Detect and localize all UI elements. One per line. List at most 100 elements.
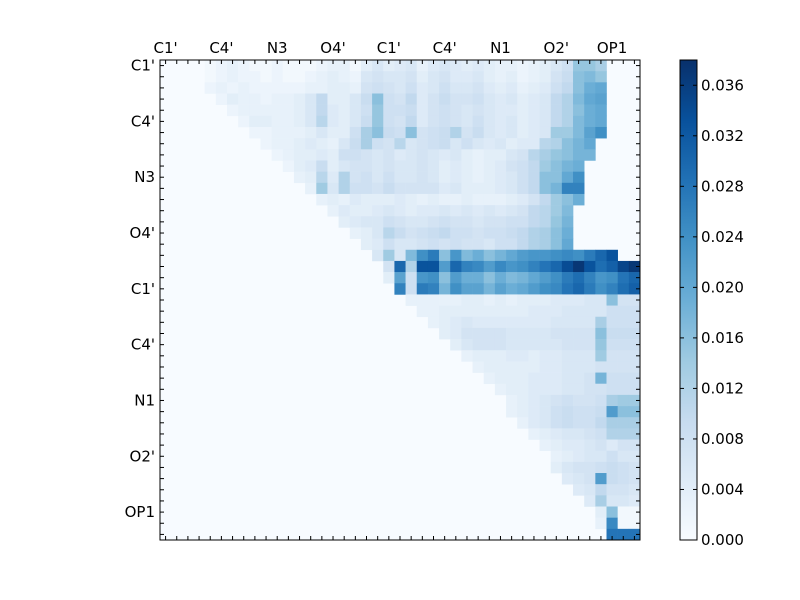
heatmap-cell — [539, 227, 551, 239]
heatmap-cell — [539, 383, 551, 396]
heatmap-cell — [338, 171, 351, 184]
heatmap-cell — [517, 305, 529, 318]
heatmap-cell — [439, 149, 451, 161]
heatmap-cell — [606, 249, 618, 262]
heatmap-cell — [383, 93, 395, 105]
heatmap-cell — [528, 182, 540, 195]
heatmap-cell — [561, 205, 574, 217]
heatmap-cell — [360, 149, 373, 161]
heatmap-cell — [439, 283, 451, 295]
heatmap-cell — [383, 193, 395, 206]
heatmap-cell — [405, 93, 418, 105]
heatmap-cell — [483, 339, 496, 351]
heatmap-cell — [550, 350, 563, 362]
heatmap-cell — [617, 383, 630, 396]
heatmap-cell — [506, 361, 518, 373]
heatmap-cell — [550, 361, 563, 373]
heatmap-cell — [461, 149, 473, 161]
heatmap-cell — [561, 383, 574, 396]
heatmap-cell — [483, 294, 496, 306]
heatmap-cell — [528, 350, 540, 362]
heatmap-cell — [483, 138, 496, 150]
heatmap-cell — [349, 138, 362, 150]
heatmap-cell — [461, 316, 473, 329]
heatmap-cell — [338, 216, 351, 228]
heatmap-cell — [316, 160, 328, 172]
heatmap-cell — [506, 171, 518, 184]
heatmap-cell — [528, 417, 540, 429]
heatmap-cell — [628, 283, 641, 295]
heatmap-cell — [405, 71, 418, 83]
heatmap-cell — [617, 361, 630, 373]
heatmap-cell — [427, 227, 440, 239]
heatmap-cell — [561, 160, 574, 172]
heatmap-cell — [628, 484, 641, 496]
heatmap-cell — [215, 93, 228, 105]
heatmap-cell — [561, 394, 574, 407]
heatmap-cell — [584, 383, 596, 396]
heatmap-cell — [405, 171, 418, 184]
heatmap-cell — [394, 260, 406, 273]
heatmap-cell — [628, 294, 641, 306]
heatmap-cell — [427, 171, 440, 184]
heatmap-cell — [427, 193, 440, 206]
heatmap-cell — [282, 93, 295, 105]
heatmap-cell — [595, 506, 607, 518]
heatmap-cell — [539, 205, 551, 217]
heatmap-cell — [394, 216, 406, 228]
heatmap-cell — [573, 461, 585, 474]
heatmap-cell — [517, 104, 529, 117]
heatmap-cell — [483, 126, 496, 139]
heatmap-cell — [427, 283, 440, 295]
heatmap-cell — [628, 528, 641, 541]
heatmap-cell — [528, 428, 540, 440]
heatmap-cell — [595, 283, 607, 295]
heatmap-cell — [573, 149, 585, 161]
heatmap-cell — [617, 350, 630, 362]
heatmap-cell — [573, 316, 585, 329]
x-tick-label: C4' — [433, 39, 457, 57]
heatmap-cell — [584, 115, 596, 128]
heatmap-cell — [450, 316, 462, 329]
heatmap-cell — [238, 93, 250, 105]
heatmap-cell — [461, 350, 473, 362]
heatmap-cell — [439, 294, 451, 306]
heatmap-cell — [383, 104, 395, 117]
heatmap-cell — [506, 126, 518, 139]
heatmap-cell — [584, 71, 596, 83]
heatmap-cell — [539, 394, 551, 407]
heatmap-cell — [561, 82, 574, 94]
heatmap-cell — [584, 294, 596, 306]
heatmap-cell — [394, 115, 406, 128]
heatmap-cell — [528, 260, 540, 273]
heatmap-cell — [573, 104, 585, 117]
heatmap-cell — [450, 82, 462, 94]
heatmap-cell — [595, 495, 607, 507]
heatmap-cell — [472, 104, 485, 117]
heatmap-cell — [494, 327, 507, 340]
heatmap-cell — [360, 238, 373, 251]
heatmap-cell — [561, 272, 574, 284]
heatmap-cell — [506, 372, 518, 385]
heatmap-cell — [405, 60, 418, 72]
heatmap-cell — [439, 104, 451, 117]
heatmap-cell — [271, 115, 284, 128]
heatmap-cell — [204, 82, 217, 94]
heatmap-cell — [483, 316, 496, 329]
heatmap-cell — [573, 383, 585, 396]
heatmap-cell — [584, 439, 596, 451]
heatmap-cell — [472, 126, 485, 139]
heatmap-cell — [573, 283, 585, 295]
heatmap-cell — [550, 171, 563, 184]
heatmap-cell — [573, 249, 585, 262]
heatmap-cell — [517, 93, 529, 105]
heatmap-cell — [405, 126, 418, 139]
heatmap-cell — [405, 104, 418, 117]
heatmap-cell — [573, 305, 585, 318]
x-tick-labels: C1' C4' N3 O4' C1' C4' N1 O2' OP1 — [154, 39, 628, 57]
heatmap-cell — [561, 428, 574, 440]
heatmap-cell — [405, 249, 418, 262]
heatmap-cell — [472, 316, 485, 329]
heatmap-cell — [472, 339, 485, 351]
heatmap-cell — [204, 71, 217, 83]
